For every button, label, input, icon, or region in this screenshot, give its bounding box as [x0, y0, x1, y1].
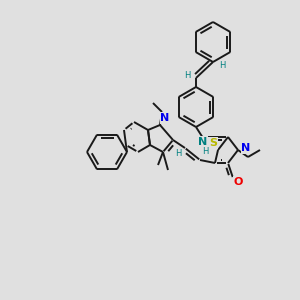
Text: H: H: [219, 61, 225, 70]
Text: S: S: [209, 138, 217, 148]
Text: N: N: [160, 113, 169, 123]
Text: N: N: [242, 143, 250, 153]
Text: H: H: [175, 149, 181, 158]
Text: H: H: [202, 148, 208, 157]
Text: N: N: [198, 137, 208, 147]
Text: O: O: [233, 177, 243, 187]
Text: H: H: [184, 70, 190, 80]
